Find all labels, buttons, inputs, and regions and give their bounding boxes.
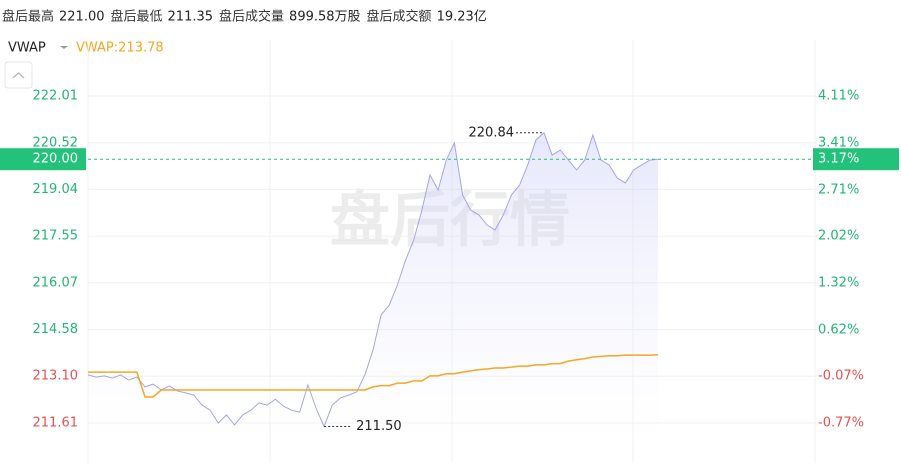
y2-tick-label: 3.41% [818, 136, 859, 151]
indicator-name[interactable]: VWAP [8, 41, 46, 56]
price-area [88, 132, 658, 464]
stat-value: 899.58万股 [289, 10, 361, 25]
y2-tick-label: 2.02% [818, 229, 859, 244]
y2-tick-label: 4.11% [818, 89, 859, 104]
dropdown-arrow[interactable] [60, 46, 68, 49]
vwap-line [88, 354, 659, 398]
price-line [87, 131, 659, 428]
y-tick-label: 216.07 [33, 275, 79, 290]
pct-badge-label: 3.17% [818, 152, 859, 167]
y2-tick-label: 1.32% [818, 275, 859, 290]
y2-tick-label: -0.77% [818, 415, 864, 430]
stat-label: 盘后成交额 [367, 9, 432, 25]
annotation: 220.84 [469, 125, 515, 140]
y-tick-label: 219.04 [33, 182, 79, 197]
y-tick-label: 222.01 [33, 88, 79, 103]
y2-tick-label: 2.71% [818, 182, 859, 197]
stat-label: 盘后最高 [2, 9, 54, 25]
annotation: 211.50 [356, 419, 402, 434]
y-tick-label: 214.58 [33, 322, 79, 337]
collapse-icon [12, 71, 25, 79]
y-tick-label: 213.10 [33, 369, 79, 384]
stat-value: 221.00 [59, 10, 105, 25]
vwap-legend: VWAP:213.78 [76, 41, 164, 56]
pct-badge [813, 148, 899, 171]
y2-tick-label: -0.07% [818, 368, 864, 383]
y-tick-label: 211.61 [33, 416, 79, 431]
stat-value: 19.23亿 [437, 10, 487, 25]
stat-value: 211.35 [168, 10, 214, 25]
y-tick-label: 217.55 [33, 229, 79, 244]
collapse-button[interactable] [4, 61, 33, 89]
y2-tick-label: 0.62% [818, 322, 859, 337]
stat-label: 盘后成交量 [219, 9, 284, 25]
stats-bar: 盘后最高 221.00 盘后最低 211.35 盘后成交量 899.58万股 盘后成交额 19… [2, 9, 487, 25]
price-badge-label: 220.00 [33, 152, 79, 167]
stat-label: 盘后最低 [111, 9, 163, 25]
price-badge [0, 148, 86, 171]
y-tick-label: 220.52 [33, 135, 79, 150]
